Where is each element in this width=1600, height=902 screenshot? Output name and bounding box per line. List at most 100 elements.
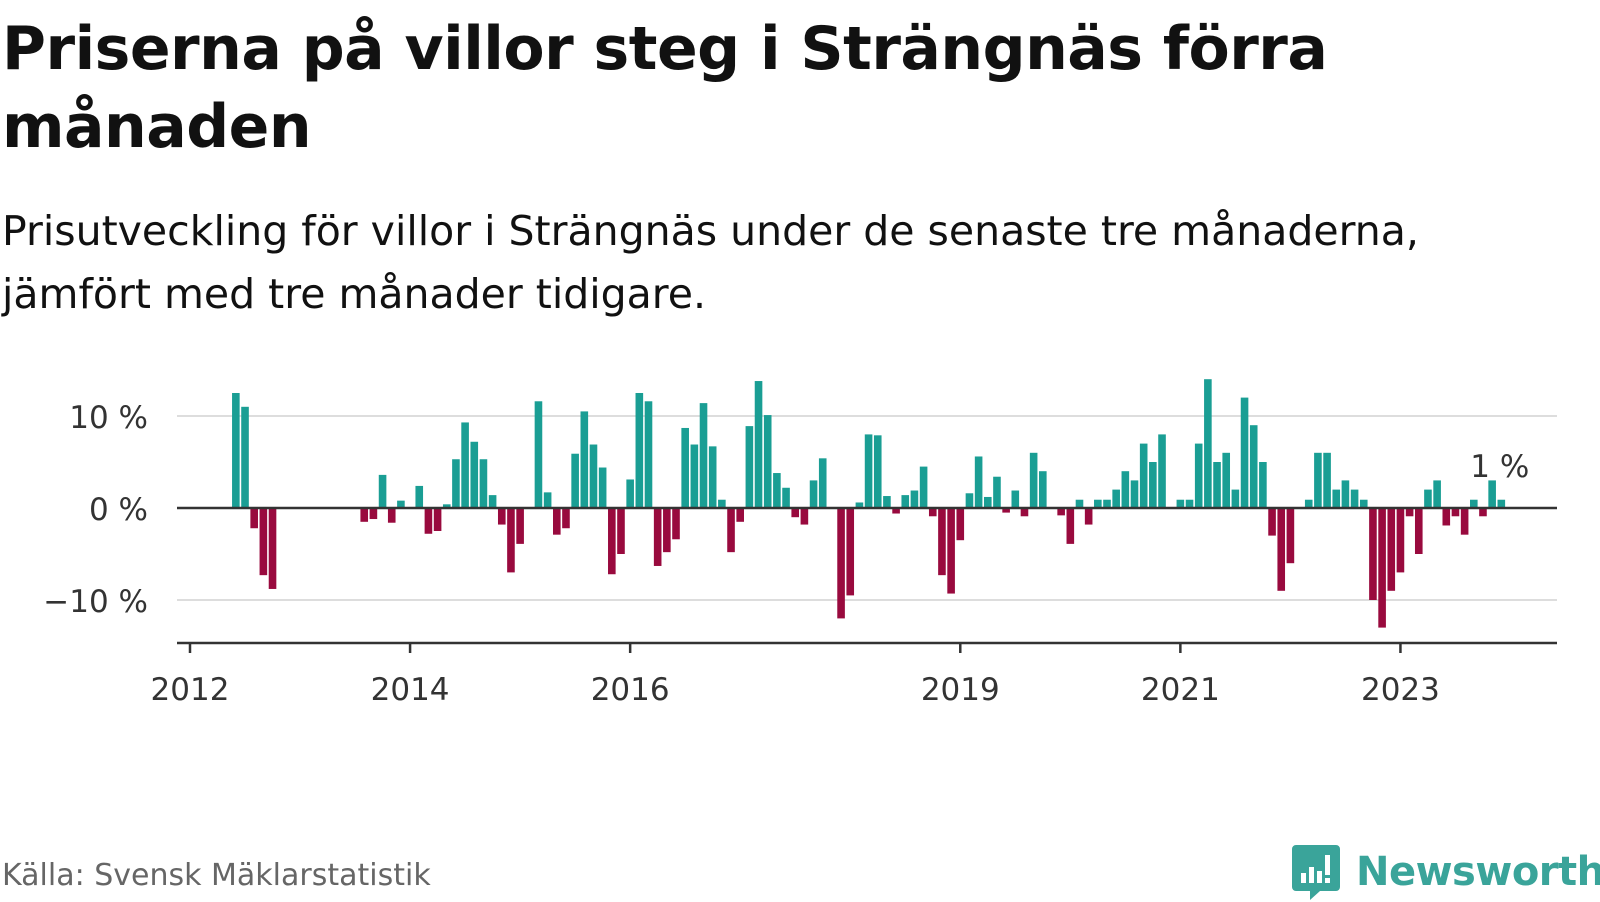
bar — [956, 508, 965, 541]
bar — [901, 495, 910, 508]
bar — [635, 393, 644, 508]
bars — [232, 379, 1506, 628]
bar — [1286, 508, 1295, 564]
y-tick-label: 0 % — [89, 492, 148, 528]
bar — [1057, 508, 1065, 516]
bar — [864, 434, 873, 508]
bar — [598, 467, 607, 508]
bar — [232, 393, 240, 508]
bar — [617, 508, 625, 554]
bar — [259, 508, 268, 576]
x-tick-label: 2023 — [1361, 672, 1440, 708]
bar — [928, 508, 937, 517]
bar — [1359, 499, 1368, 508]
bar — [681, 427, 689, 508]
x-tick-label: 2012 — [151, 672, 230, 708]
bar — [1341, 480, 1350, 508]
bar — [718, 499, 726, 508]
bar — [736, 508, 744, 522]
bar — [1103, 499, 1111, 508]
x-tick-label: 2019 — [921, 672, 1000, 708]
bar — [626, 479, 634, 508]
bar — [1020, 508, 1029, 517]
bar — [1094, 499, 1102, 508]
bar — [773, 473, 781, 508]
bar — [369, 508, 378, 520]
bar — [1350, 489, 1359, 508]
bar — [452, 459, 460, 508]
brand-name: Newsworthy — [1356, 849, 1600, 895]
bar — [1460, 508, 1469, 535]
bar — [397, 500, 405, 508]
bar — [553, 508, 561, 535]
bar — [1240, 397, 1249, 508]
bar — [809, 480, 818, 508]
bar — [1231, 489, 1240, 508]
x-tick-label: 2016 — [591, 672, 670, 708]
bar — [1479, 508, 1487, 517]
source-note: Källa: Svensk Mäklarstatistik — [2, 858, 431, 893]
bar — [360, 508, 369, 522]
bar — [1488, 480, 1496, 508]
bar — [1249, 425, 1258, 508]
bar — [883, 496, 891, 508]
bar — [1039, 471, 1047, 508]
bar — [1075, 499, 1084, 508]
bar — [1323, 452, 1331, 508]
bar — [1149, 462, 1157, 508]
bar — [1470, 499, 1478, 508]
bar — [846, 508, 855, 596]
bar — [387, 508, 396, 523]
bar-chart: 10 % 0 % −10 % 2012 2014 2016 2019 2021 2023 1 … — [43, 379, 1557, 708]
y-tick-label: 10 % — [69, 400, 148, 436]
bar — [892, 508, 900, 514]
bar — [1002, 508, 1010, 513]
bar — [1332, 489, 1341, 508]
bar — [1405, 508, 1414, 517]
bar — [571, 453, 579, 508]
bar — [433, 508, 442, 531]
chart-title: Priserna på villor steg i Strängnäs förr… — [2, 14, 1328, 162]
bar — [470, 441, 479, 508]
bar — [1497, 499, 1506, 508]
bar — [1259, 462, 1267, 508]
bar — [1222, 452, 1231, 508]
bar — [1433, 480, 1441, 508]
bar — [653, 508, 662, 566]
x-axis: 2012 2014 2016 2019 2021 2023 — [151, 641, 1557, 708]
bar — [241, 406, 249, 508]
bar — [1066, 508, 1075, 544]
bar — [855, 502, 864, 508]
bar — [424, 508, 433, 534]
gridlines — [177, 415, 1557, 601]
bar — [727, 508, 735, 553]
bar — [562, 508, 570, 529]
bar — [763, 415, 772, 508]
brand-logo[interactable]: Newsworthy — [1290, 842, 1600, 902]
bar — [442, 504, 451, 508]
bar — [1194, 443, 1203, 508]
bar — [1130, 480, 1139, 508]
y-axis-ticks: 10 % 0 % −10 % — [43, 400, 148, 620]
bar — [1158, 434, 1166, 508]
bar — [250, 508, 258, 529]
bar — [965, 493, 974, 508]
bar — [1011, 490, 1020, 508]
bar — [1268, 508, 1276, 536]
bar — [589, 444, 598, 508]
bar — [699, 403, 708, 508]
bar — [837, 508, 845, 619]
bar — [919, 466, 928, 508]
bar — [1378, 508, 1386, 628]
bar — [663, 508, 671, 553]
bar — [1084, 508, 1093, 525]
bar — [415, 485, 424, 508]
bar — [516, 508, 524, 544]
bar — [873, 435, 882, 508]
bar — [754, 381, 763, 508]
bar — [818, 458, 827, 508]
bar — [1314, 452, 1322, 508]
bar — [378, 474, 387, 508]
bar — [1139, 443, 1148, 508]
bar — [1213, 462, 1221, 508]
